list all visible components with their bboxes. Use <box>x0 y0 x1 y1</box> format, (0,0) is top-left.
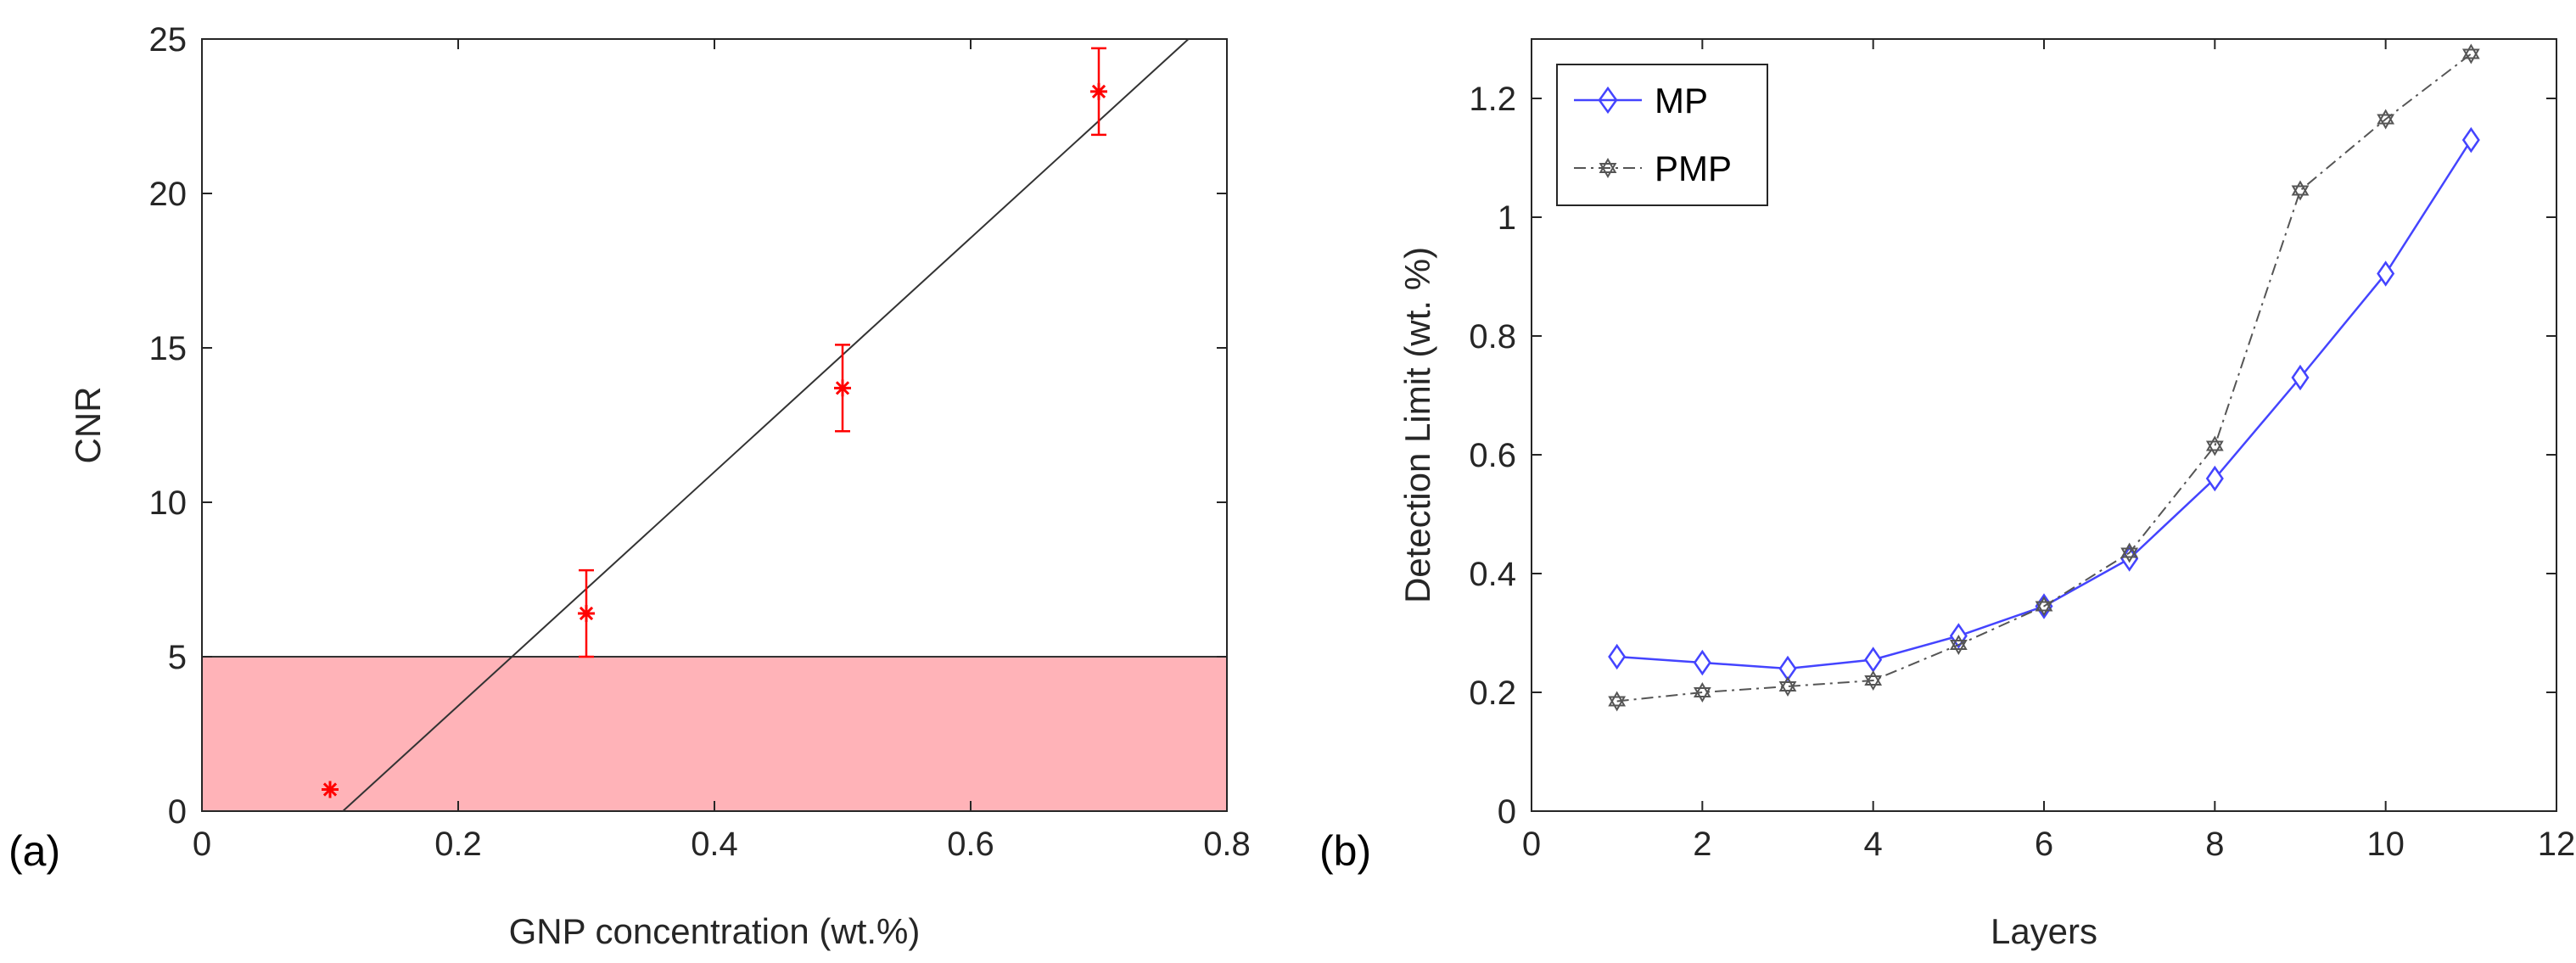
legend-mp-diamond-icon <box>1598 86 1618 115</box>
data-point-asterisk <box>1090 82 1107 100</box>
panel-a-y-tick-label: 10 <box>149 484 188 522</box>
panel-a-y-tick-label: 5 <box>168 639 187 676</box>
panel-b-series-layer <box>1608 43 2480 712</box>
panel-a-x-tick-label: 0.6 <box>947 826 994 863</box>
panel-a-y-tick-label: 20 <box>149 176 188 213</box>
panel-a-y-ticks: 0 5 10 15 20 25 <box>149 21 1227 831</box>
mp-point <box>1864 647 1883 673</box>
panel-b-chart: 0 2 4 6 8 10 12 0 0.2 0.4 0.6 0.8 1 1.2 Layers Detec… <box>1319 38 2575 951</box>
data-point-asterisk <box>834 379 851 397</box>
panel-a-x-tick-label: 0.8 <box>1203 826 1251 863</box>
panel-b-y-tick-label: 0.8 <box>1469 318 1516 356</box>
pmp-point <box>2120 542 2139 563</box>
panel-b-y-ticks: 0 0.2 0.4 0.6 0.8 1 1.2 <box>1469 81 2556 831</box>
panel-b-y-tick-label: 0.4 <box>1469 556 1516 593</box>
pmp-point <box>1778 675 1797 697</box>
mp-point <box>1608 643 1627 670</box>
panel-b-x-tick-label: 4 <box>1864 826 1883 863</box>
mp-point <box>2461 126 2480 154</box>
panel-b-y-tick-label: 0 <box>1498 793 1516 831</box>
pmp-point <box>2205 435 2224 456</box>
pmp-point <box>1949 634 1968 656</box>
pmp-point <box>2035 596 2053 617</box>
data-point-asterisk <box>578 605 595 623</box>
pmp-point <box>1864 669 1883 691</box>
pmp-point <box>1693 681 1711 703</box>
panel-b-y-tick-label: 0.2 <box>1469 675 1516 712</box>
panel-b-x-tick-label: 10 <box>2366 826 2405 863</box>
panel-b-x-ticks: 0 2 4 6 8 10 12 <box>1522 39 2575 863</box>
pmp-point <box>2461 43 2480 64</box>
mp-point <box>1778 655 1797 682</box>
panel-a-x-tick-label: 0 <box>193 826 211 863</box>
panel-a-y-tick-label: 0 <box>168 793 187 831</box>
fit-line <box>342 38 1190 812</box>
panel-a-x-axis-label: GNP concentration (wt.%) <box>509 911 921 951</box>
panel-a-x-ticks: 0 0.2 0.4 0.6 0.8 <box>193 39 1251 863</box>
panel-b-x-tick-label: 6 <box>2035 826 2053 863</box>
panel-b-y-tick-label: 1 <box>1498 199 1516 237</box>
panel-b-legend: MP PMP <box>1556 64 1768 206</box>
pmp-point <box>2377 109 2395 130</box>
legend-mp-label: MP <box>1655 81 1708 120</box>
panel-b-x-axis-label: Layers <box>1991 911 2097 951</box>
panel-a-fit-layer <box>342 38 1190 812</box>
legend-box <box>1556 64 1768 206</box>
panel-a-points-layer <box>322 47 1107 798</box>
panel-a-y-tick-label: 25 <box>149 21 188 59</box>
mp-point <box>1693 649 1711 676</box>
data-point-asterisk <box>322 781 339 798</box>
series-line-mp <box>1616 139 2472 670</box>
panel-a-band-layer <box>201 656 1228 812</box>
legend-pmp-hexagram-icon <box>1599 158 1617 178</box>
panel-b-x-tick-label: 8 <box>2205 826 2224 863</box>
panel-b-y-tick-label: 0.6 <box>1469 437 1516 474</box>
panel-b-label: (b) <box>1319 827 1371 875</box>
panel-a-label: (a) <box>8 827 60 875</box>
mp-point <box>2291 364 2310 391</box>
panel-b-x-tick-label: 12 <box>2538 826 2576 863</box>
panel-a-x-tick-label: 0.2 <box>434 826 482 863</box>
pmp-point <box>2291 180 2310 201</box>
threshold-band <box>201 656 1228 812</box>
mp-point <box>2205 465 2224 492</box>
panel-a-chart: 0 0.2 0.4 0.6 0.8 0 5 10 15 20 25 GNP concentrati… <box>8 21 1251 951</box>
panel-b-x-tick-label: 2 <box>1693 826 1711 863</box>
panel-a-x-tick-label: 0.4 <box>691 826 738 863</box>
panel-b-y-tick-label: 1.2 <box>1469 81 1516 118</box>
panel-b-x-tick-label: 0 <box>1522 826 1541 863</box>
mp-point <box>2377 260 2395 287</box>
series-line-pmp <box>1616 53 2472 703</box>
pmp-point <box>1608 691 1627 712</box>
panel-b-y-axis-label: Detection Limit (wt. %) <box>1397 247 1437 603</box>
legend-pmp-label: PMP <box>1655 148 1732 188</box>
panel-a-y-tick-label: 15 <box>149 330 188 367</box>
panel-a-y-axis-label: CNR <box>68 387 108 464</box>
